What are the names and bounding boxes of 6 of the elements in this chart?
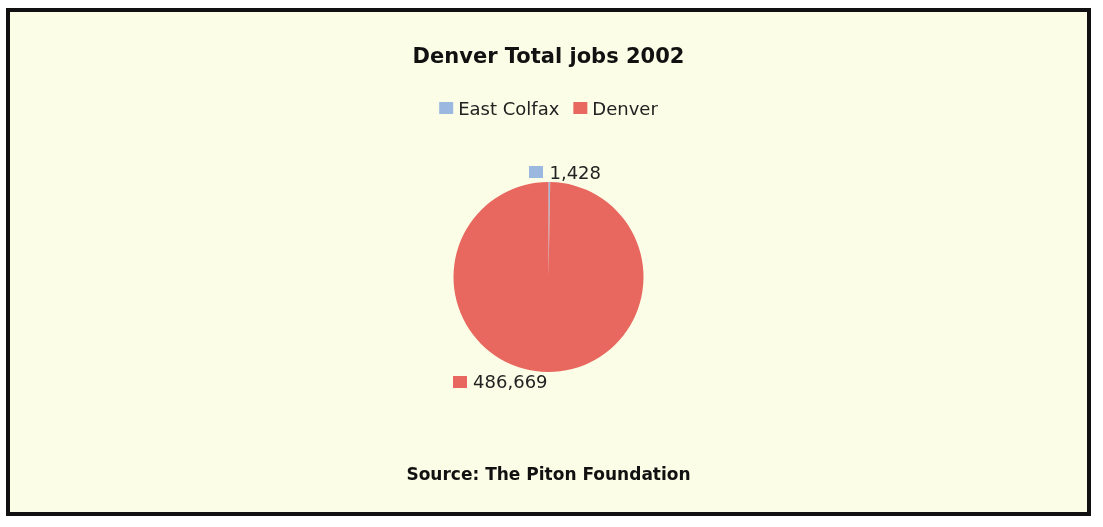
source-note: Source: The Piton Foundation xyxy=(406,463,691,484)
data-label: 486,669 xyxy=(473,371,548,393)
data-label: 1,428 xyxy=(549,161,601,183)
chart-title: Denver Total jobs 2002 xyxy=(412,43,685,68)
legend-label: East Colfax xyxy=(458,97,560,119)
legend-label: Denver xyxy=(592,97,659,119)
